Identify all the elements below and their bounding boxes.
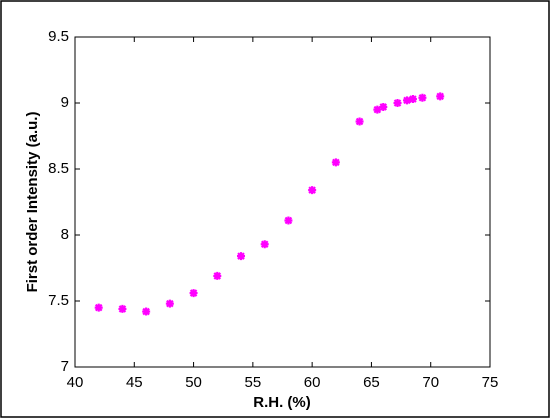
- data-point: [393, 99, 402, 107]
- data-point: [418, 93, 427, 102]
- data-point: [237, 252, 245, 261]
- data-point: [436, 92, 445, 101]
- data-point: [355, 117, 364, 126]
- y-tick-label: 8.5: [48, 160, 69, 177]
- y-tick-label: 7.5: [48, 292, 69, 309]
- data-point: [260, 240, 269, 249]
- data-point: [331, 158, 340, 167]
- y-tick-label: 9: [61, 94, 69, 111]
- data-point: [284, 216, 293, 225]
- x-axis-title: R.H. (%): [253, 394, 311, 411]
- y-tick-label: 9.5: [48, 28, 69, 45]
- data-point: [408, 95, 417, 104]
- x-tick-label: 55: [245, 374, 262, 391]
- data-point: [165, 299, 174, 308]
- data-point: [213, 271, 222, 280]
- x-tick-label: 60: [304, 374, 321, 391]
- data-point: [379, 102, 388, 111]
- x-tick-label: 50: [185, 374, 202, 391]
- plot-area: [74, 36, 491, 368]
- x-tick-label: 40: [67, 374, 84, 391]
- y-axis-title: First order Intensity (a.u.): [24, 112, 41, 293]
- x-tick-label: 45: [126, 374, 143, 391]
- y-tick-label: 8: [61, 226, 69, 243]
- x-tick-label: 75: [482, 374, 499, 391]
- data-point: [403, 96, 411, 105]
- data-point: [118, 304, 127, 313]
- x-tick-label: 65: [363, 374, 380, 391]
- data-point: [94, 303, 103, 312]
- data-point: [308, 186, 317, 195]
- data-point: [142, 307, 151, 316]
- data-point: [189, 289, 198, 298]
- x-tick-label: 70: [422, 374, 439, 391]
- data-point: [373, 105, 382, 114]
- y-tick-label: 7: [61, 358, 69, 375]
